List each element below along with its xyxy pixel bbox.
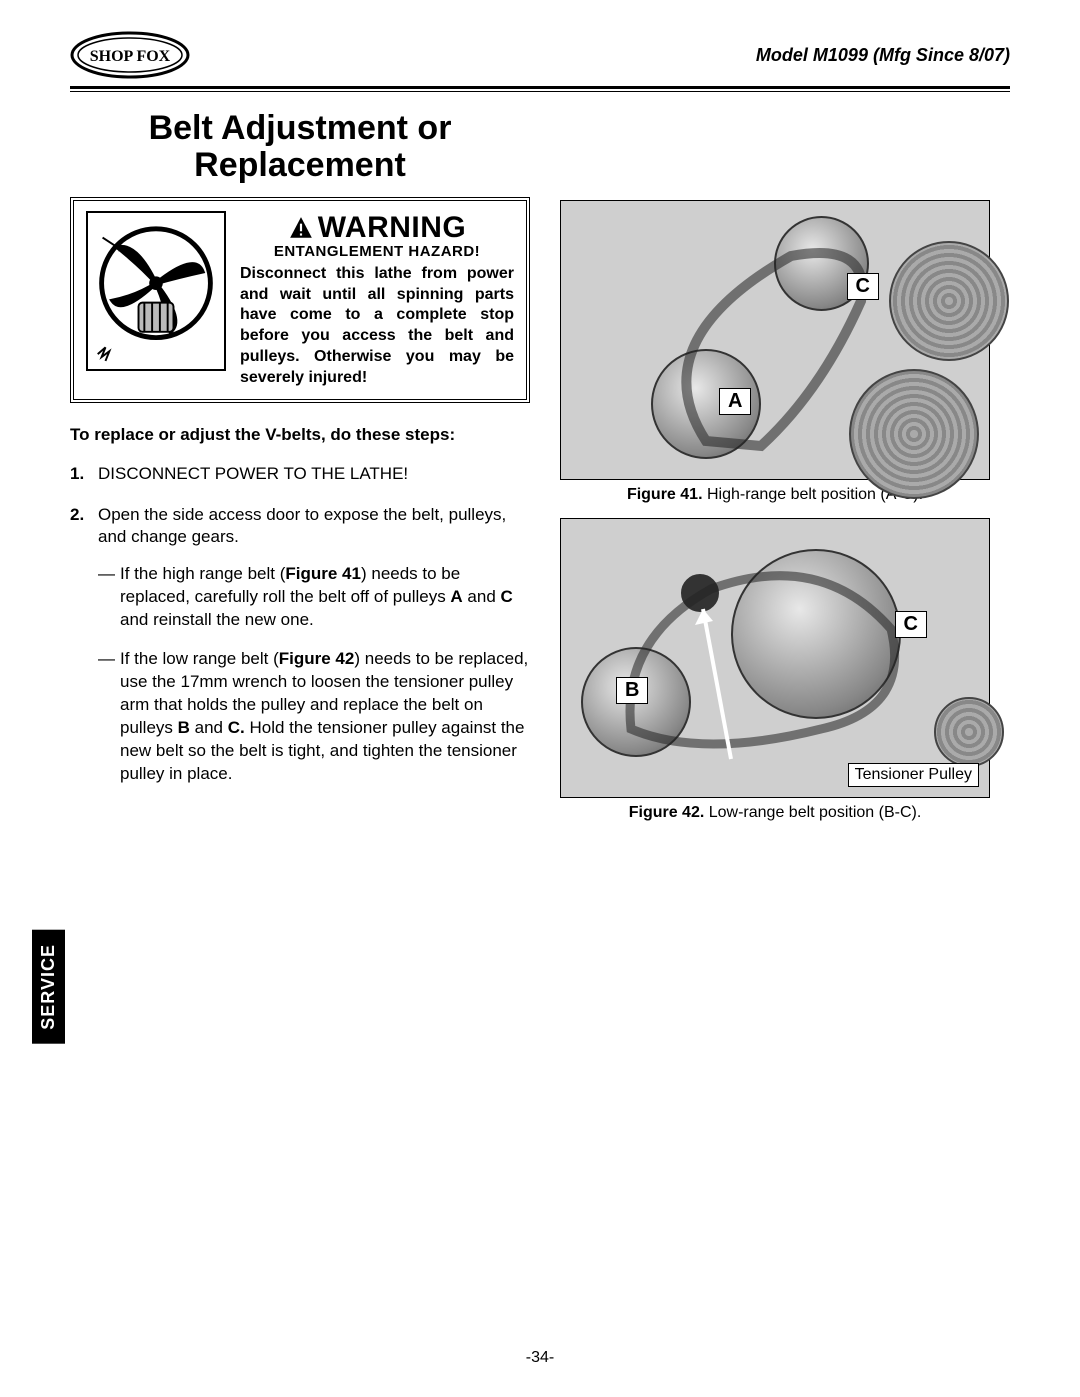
svg-text:SHOP FOX: SHOP FOX [90, 48, 171, 65]
figure-42: B C Tensioner Pulley Figure 42. Low-rang… [560, 518, 990, 822]
header-rule-thin [70, 91, 1010, 92]
figure-41-label-c: C [847, 273, 879, 300]
page-header: SHOP FOX Model M1099 (Mfg Since 8/07) [70, 30, 1010, 86]
warning-heading-text: WARNING [318, 211, 467, 245]
warning-text-block: WARNING ENTANGLEMENT HAZARD! Disconnect … [240, 211, 514, 389]
left-column: Belt Adjustment or Replacement [70, 110, 530, 822]
model-text: Model M1099 (Mfg Since 8/07) [756, 45, 1010, 66]
belt-path-42 [561, 519, 991, 799]
steps-intro: To replace or adjust the V-belts, do the… [70, 425, 530, 445]
warning-heading: WARNING [240, 211, 514, 245]
figure-42-image: B C Tensioner Pulley [560, 518, 990, 798]
warning-triangle-icon [288, 215, 314, 241]
warning-box: WARNING ENTANGLEMENT HAZARD! Disconnect … [70, 197, 530, 403]
figure-41-label-a: A [719, 388, 751, 415]
service-section-tab: SERVICE [32, 930, 65, 1044]
entanglement-hazard-icon [86, 211, 226, 371]
figure-41-image: C A [560, 200, 990, 480]
tensioner-pulley-label: Tensioner Pulley [848, 763, 979, 787]
figure-41: C A Figure 41. High-range belt position … [560, 200, 990, 504]
brand-logo: SHOP FOX [70, 30, 190, 80]
belt-path-41 [561, 201, 991, 481]
warning-subheading: ENTANGLEMENT HAZARD! [240, 243, 514, 260]
right-column: C A Figure 41. High-range belt position … [560, 110, 990, 822]
substep-2: If the low range belt (Figure 42) needs … [98, 648, 530, 786]
step-1: DISCONNECT POWER TO THE LATHE! [70, 463, 530, 486]
figure-42-label-b: B [616, 677, 648, 704]
tensioner-arrow-icon [691, 599, 751, 769]
substeps: If the high range belt (Figure 41) needs… [98, 563, 530, 785]
header-rule-thick [70, 86, 1010, 89]
figure-42-label-c: C [895, 611, 927, 638]
page-title: Belt Adjustment or Replacement [70, 110, 530, 185]
step-1-text: DISCONNECT POWER TO THE LATHE! [98, 464, 408, 483]
page-number: -34- [0, 1349, 1080, 1367]
substep-1: If the high range belt (Figure 41) needs… [98, 563, 530, 632]
step-2-text: Open the side access door to expose the … [98, 505, 506, 547]
warning-body: Disconnect this lathe from power and wai… [240, 264, 514, 389]
step-2: Open the side access door to expose the … [70, 504, 530, 786]
steps-list: DISCONNECT POWER TO THE LATHE! Open the … [70, 463, 530, 786]
figure-42-caption: Figure 42. Low-range belt position (B-C)… [560, 804, 990, 822]
content-row: Belt Adjustment or Replacement [70, 110, 1010, 822]
